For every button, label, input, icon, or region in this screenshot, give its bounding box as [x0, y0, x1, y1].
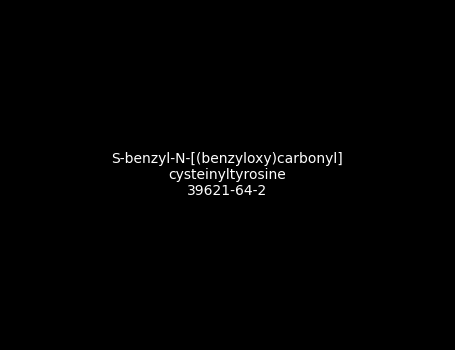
Text: S-benzyl-N-[(benzyloxy)carbonyl]
cysteinyltyrosine
39621-64-2: S-benzyl-N-[(benzyloxy)carbonyl] cystein…	[111, 152, 344, 198]
